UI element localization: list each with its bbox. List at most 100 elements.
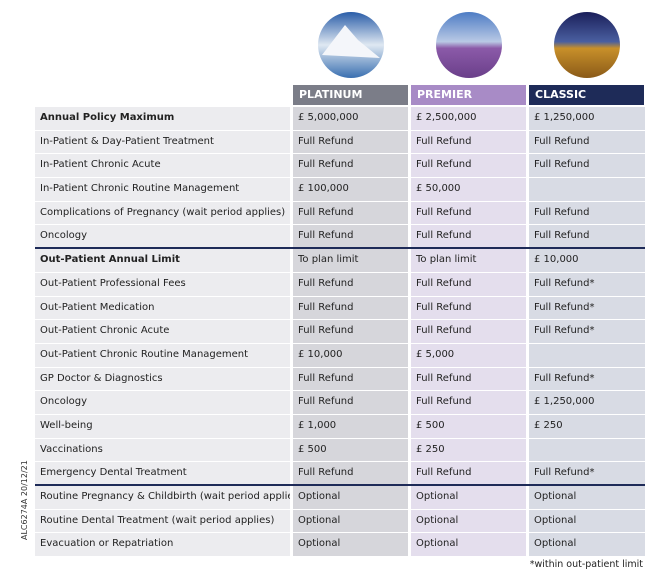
cell: £ 500 <box>293 438 408 462</box>
cell: £ 10,000 <box>293 343 408 367</box>
plan-headers: PLATINUM PREMIER CLASSIC <box>293 85 644 105</box>
cell: Optional <box>293 533 408 557</box>
table-row: Well-being £ 1,000 £ 500 £ 250 <box>35 414 645 439</box>
cell: Full Refund* <box>529 272 645 296</box>
table-row: Complications of Pregnancy (wait period … <box>35 201 645 226</box>
cell: Full Refund <box>411 320 526 343</box>
cell: Full Refund <box>293 391 408 414</box>
cell: £ 100,000 <box>293 178 408 201</box>
cell: Full Refund <box>293 201 408 225</box>
row-label: Well-being <box>35 414 290 438</box>
classic-icon <box>554 12 620 78</box>
cell: Full Refund <box>411 272 526 296</box>
table-row: In-Patient & Day-Patient Treatment Full R… <box>35 130 645 155</box>
cell: £ 50,000 <box>411 178 526 201</box>
cell: Full Refund <box>411 154 526 178</box>
cell: Optional <box>529 486 645 509</box>
cell: Full Refund <box>529 201 645 225</box>
cell: Optional <box>293 509 408 533</box>
table-row: In-Patient Chronic Acute Full Refund Full … <box>35 154 645 179</box>
premier-icon <box>436 12 502 78</box>
cell: Full Refund* <box>529 296 645 320</box>
cell: Full Refund <box>411 225 526 248</box>
cell: Full Refund <box>293 320 408 343</box>
table-row: Annual Policy Maximum £ 5,000,000 £ 2,500,… <box>35 107 645 131</box>
table-row: Out-Patient Professional Fees Full Refund… <box>35 272 645 297</box>
mountain <box>322 25 380 58</box>
cell: £ 1,000 <box>293 414 408 438</box>
row-label: Out-Patient Chronic Acute <box>35 320 290 343</box>
cell: £ 500 <box>411 414 526 438</box>
row-label: GP Doctor & Diagnostics <box>35 367 290 391</box>
row-label: Complications of Pregnancy (wait period … <box>35 201 290 225</box>
cell: Full Refund <box>529 225 645 248</box>
cell: Full Refund <box>411 462 526 484</box>
column-header: PREMIER <box>411 85 526 105</box>
row-label: In-Patient Chronic Routine Management <box>35 178 290 201</box>
cell: Full Refund* <box>529 320 645 343</box>
cell: Optional <box>411 509 526 533</box>
cell: Full Refund <box>529 130 645 154</box>
cell: Full Refund <box>411 296 526 320</box>
row-label: Vaccinations <box>35 438 290 462</box>
cell: Full Refund <box>293 154 408 178</box>
column-header: CLASSIC <box>529 85 644 105</box>
cell: Optional <box>293 486 408 509</box>
cell: Full Refund* <box>529 462 645 484</box>
table-row: Oncology Full Refund Full Refund Full Refun… <box>35 225 645 250</box>
plan-icons <box>318 12 620 78</box>
row-label: Annual Policy Maximum <box>35 107 290 130</box>
table-row: In-Patient Chronic Routine Management £ 1… <box>35 178 645 202</box>
row-label: Routine Pregnancy & Childbirth (wait per… <box>35 486 290 509</box>
document-code: ALC6274A 20/12/21 <box>20 460 29 540</box>
table-row: Out-Patient Chronic Acute Full Refund Full… <box>35 320 645 344</box>
table-row: Out-Patient Annual Limit To plan limit To … <box>35 249 645 273</box>
row-label: Out-Patient Annual Limit <box>35 249 290 272</box>
table-row: Out-Patient Chronic Routine Management £ … <box>35 343 645 368</box>
cell: Optional <box>529 509 645 533</box>
table-row: Evacuation or Repatriation Optional Option… <box>35 533 645 558</box>
table-row: Emergency Dental Treatment Full Refund Ful… <box>35 462 645 486</box>
cell: £ 250 <box>411 438 526 462</box>
cell: Optional <box>529 533 645 557</box>
cell: Optional <box>411 533 526 557</box>
footnote: *within out-patient limit <box>529 559 643 570</box>
cell: £ 250 <box>529 414 645 438</box>
cell: Full Refund <box>411 391 526 414</box>
table-row: Routine Dental Treatment (wait period ap… <box>35 509 645 534</box>
cell: Full Refund <box>411 367 526 391</box>
row-label: Evacuation or Repatriation <box>35 533 290 557</box>
benefits-table: Annual Policy Maximum £ 5,000,000 £ 2,500,… <box>35 107 645 558</box>
cell <box>529 343 645 367</box>
row-label: Out-Patient Medication <box>35 296 290 320</box>
cell: To plan limit <box>293 249 408 272</box>
cell: £ 5,000,000 <box>293 107 408 130</box>
cell: Full Refund <box>293 296 408 320</box>
row-label: Out-Patient Professional Fees <box>35 272 290 296</box>
cell: Optional <box>411 486 526 509</box>
row-label: Oncology <box>35 225 290 248</box>
cell: Full Refund <box>411 201 526 225</box>
cell: Full Refund <box>293 462 408 484</box>
row-label: Out-Patient Chronic Routine Management <box>35 343 290 367</box>
cell <box>529 178 645 201</box>
row-label: In-Patient Chronic Acute <box>35 154 290 178</box>
cell: £ 10,000 <box>529 249 645 272</box>
table-row: GP Doctor & Diagnostics Full Refund Full R… <box>35 367 645 392</box>
table-row: Routine Pregnancy & Childbirth (wait per… <box>35 486 645 510</box>
cell <box>529 438 645 462</box>
cell: £ 5,000 <box>411 343 526 367</box>
cell: To plan limit <box>411 249 526 272</box>
cell: £ 1,250,000 <box>529 391 645 414</box>
table-row: Out-Patient Medication Full Refund Full Re… <box>35 296 645 321</box>
cell: Full Refund <box>411 130 526 154</box>
cell: Full Refund <box>293 367 408 391</box>
cell: Full Refund <box>293 272 408 296</box>
cell: Full Refund* <box>529 367 645 391</box>
row-label: Oncology <box>35 391 290 414</box>
cell: Full Refund <box>529 154 645 178</box>
cell: £ 2,500,000 <box>411 107 526 130</box>
row-label: In-Patient & Day-Patient Treatment <box>35 130 290 154</box>
table-row: Vaccinations £ 500 £ 250 <box>35 438 645 463</box>
